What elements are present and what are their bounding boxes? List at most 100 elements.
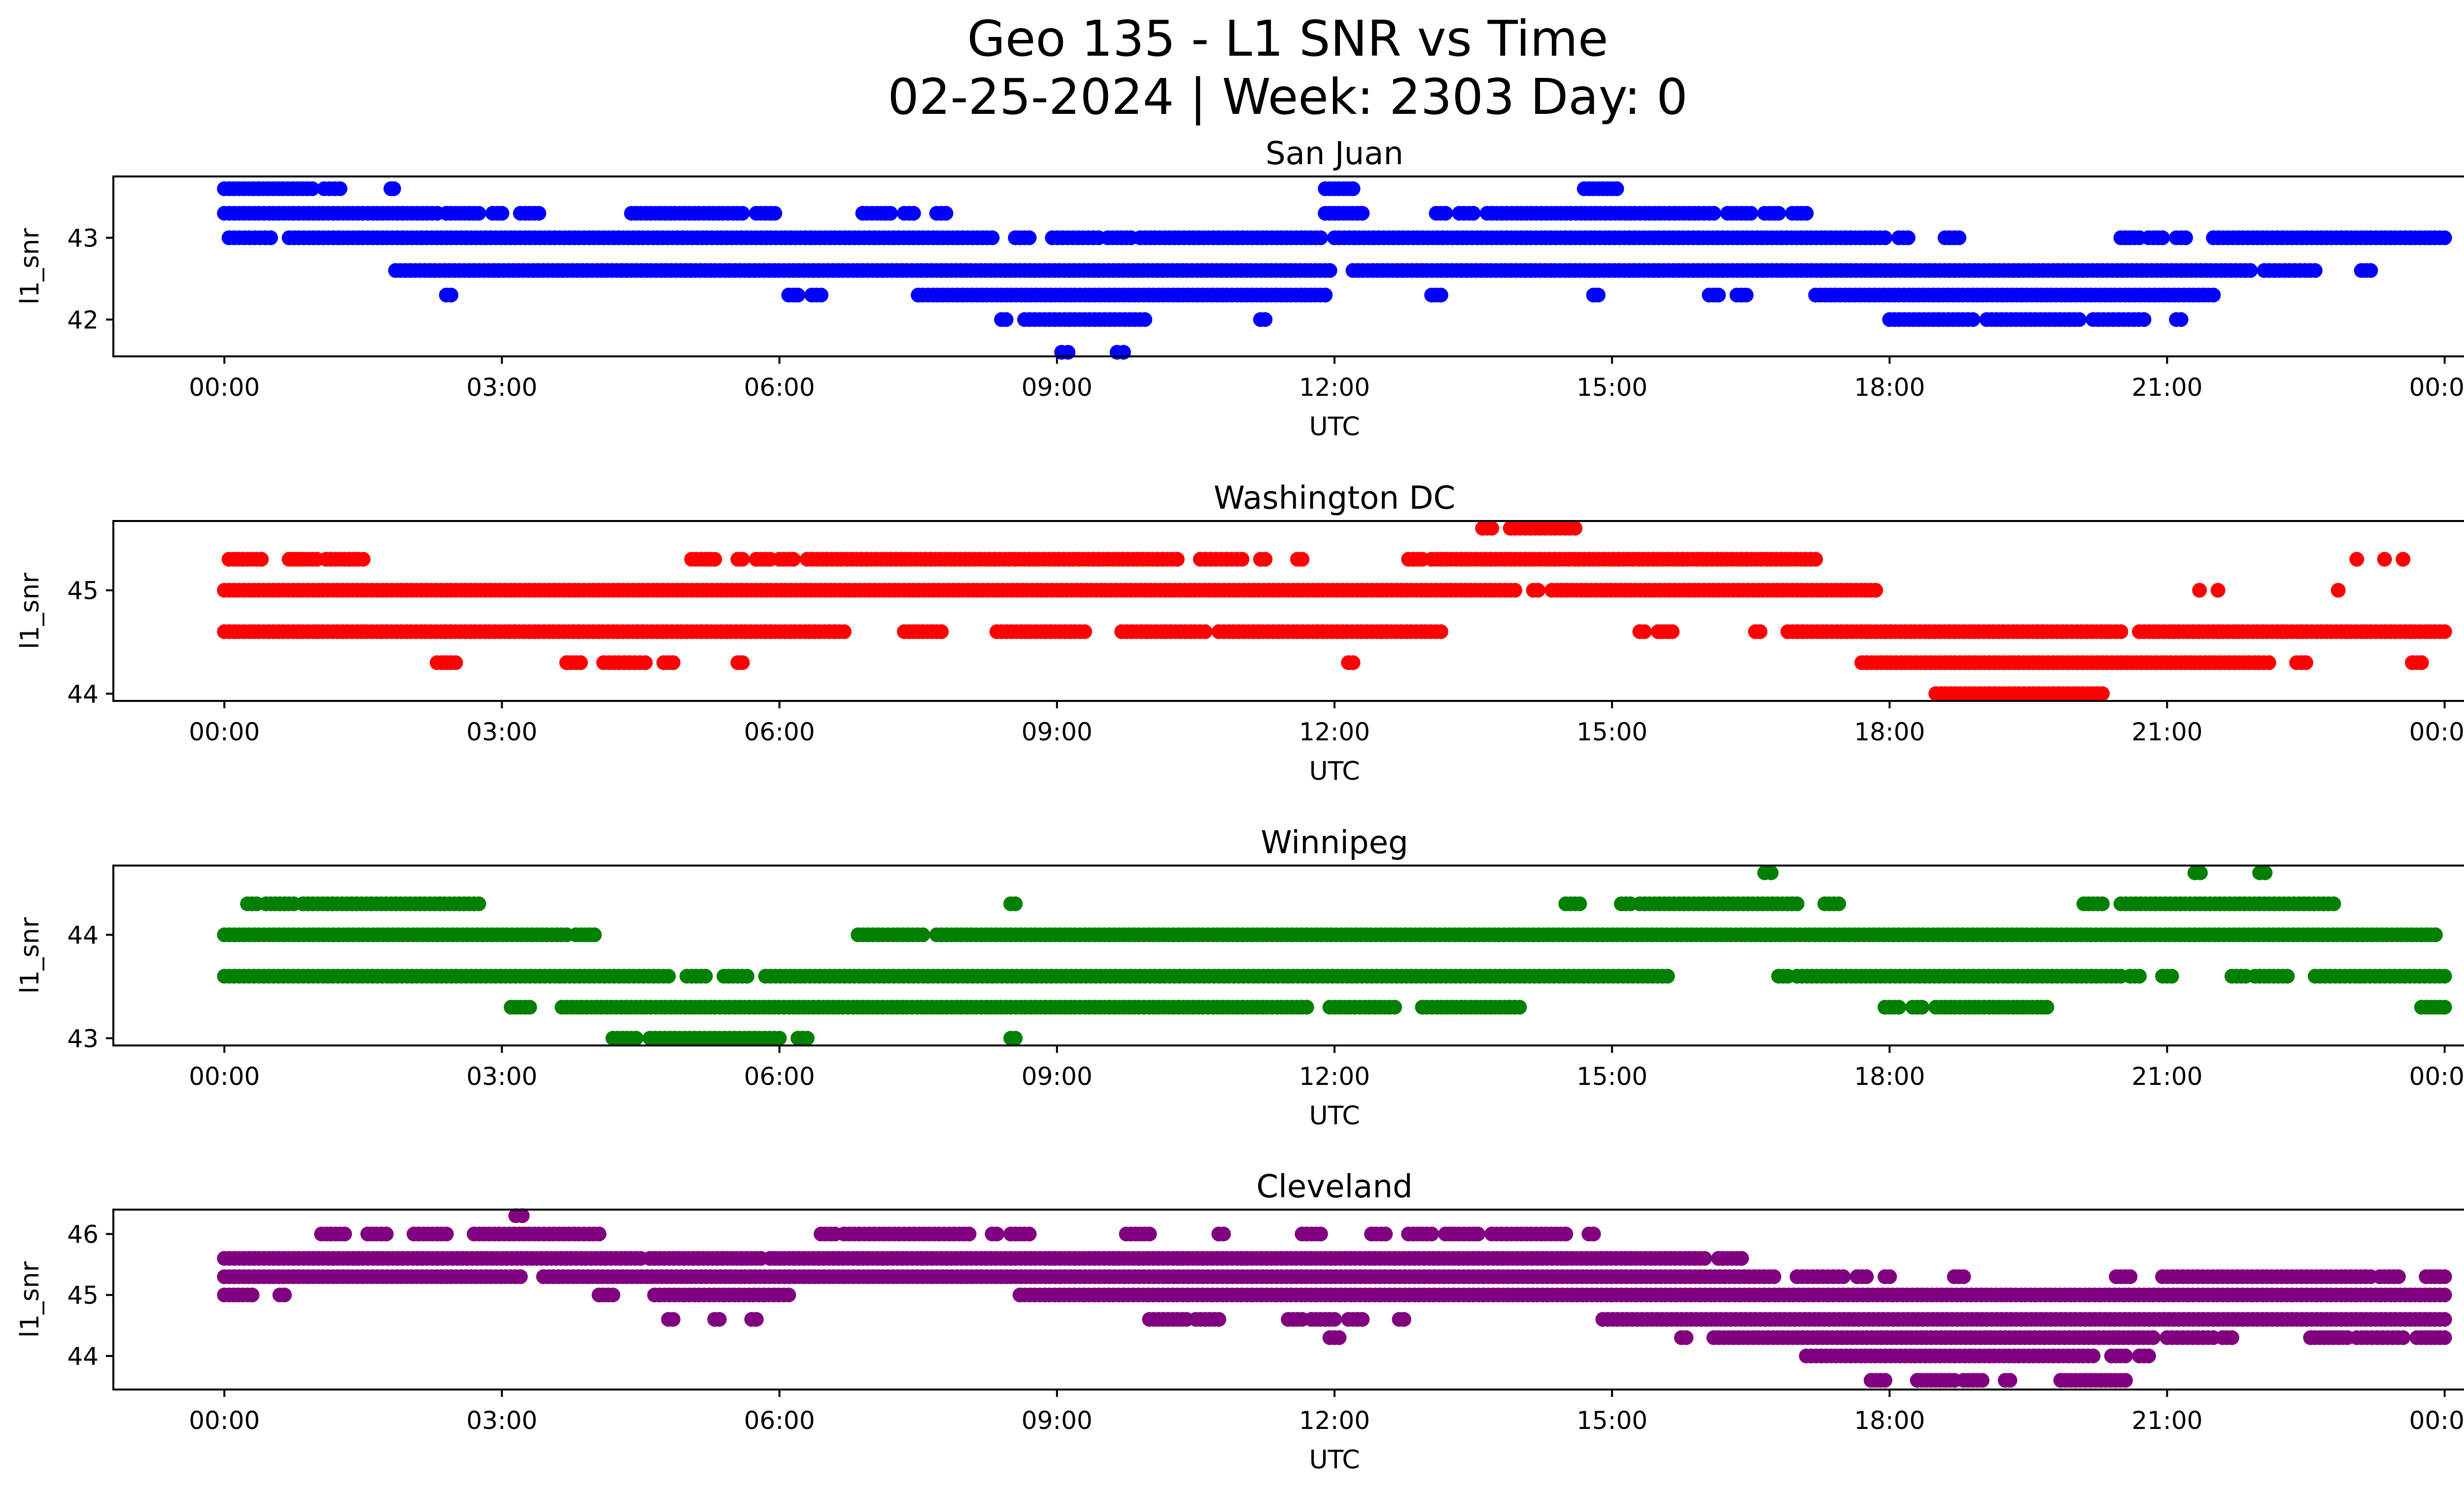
data-point bbox=[2428, 927, 2443, 942]
data-point bbox=[1022, 1226, 1037, 1242]
data-point bbox=[2280, 969, 2295, 984]
y-tick-label: 44 bbox=[67, 680, 99, 708]
data-point bbox=[355, 552, 371, 567]
data-point bbox=[386, 181, 401, 196]
x-tick-label: 12:00 bbox=[1299, 373, 1370, 402]
washington-dc-subplot-title: Washington DC bbox=[1214, 480, 1455, 517]
data-point bbox=[1387, 1000, 1402, 1015]
data-point bbox=[1077, 624, 1093, 639]
data-point bbox=[1808, 552, 1823, 567]
data-point bbox=[767, 206, 783, 221]
winnipeg-subplot-title: Winnipeg bbox=[1261, 825, 1408, 861]
data-point bbox=[1915, 1000, 1930, 1015]
x-tick-label: 09:00 bbox=[1022, 718, 1093, 746]
y-tick-label: 43 bbox=[67, 1024, 99, 1053]
data-point bbox=[2391, 1269, 2406, 1285]
washington-dc-axes-frame bbox=[112, 520, 2464, 702]
data-point bbox=[2396, 552, 2411, 567]
x-tick-label: 00:00 bbox=[2409, 718, 2464, 746]
data-point bbox=[707, 552, 722, 567]
data-point bbox=[439, 1226, 454, 1242]
data-point bbox=[1743, 206, 1758, 221]
data-point bbox=[2095, 686, 2110, 701]
data-point bbox=[1008, 896, 1023, 911]
x-tick-label: 09:00 bbox=[1022, 373, 1093, 402]
x-tick-label: 18:00 bbox=[1854, 1062, 1925, 1091]
data-point bbox=[2155, 230, 2170, 245]
data-point bbox=[1859, 1269, 1874, 1285]
data-point bbox=[2136, 312, 2152, 327]
data-point bbox=[1313, 230, 1328, 245]
data-point bbox=[1471, 1226, 1485, 1242]
x-tick-label: 21:00 bbox=[2131, 1062, 2202, 1091]
x-tick-label: 15:00 bbox=[1576, 718, 1647, 746]
data-point bbox=[1764, 865, 1779, 880]
data-point bbox=[2122, 1269, 2138, 1285]
data-point bbox=[1572, 896, 1587, 911]
data-point bbox=[1234, 552, 1250, 567]
data-point bbox=[2437, 969, 2452, 984]
data-point bbox=[1438, 206, 1453, 221]
data-point bbox=[2437, 230, 2452, 245]
data-point bbox=[883, 206, 898, 221]
x-tick-label: 00:00 bbox=[2409, 373, 2464, 402]
figure-title-line1: Geo 135 - L1 SNR vs Time bbox=[967, 10, 1608, 68]
data-point bbox=[837, 624, 852, 639]
data-point bbox=[2132, 969, 2147, 984]
data-point bbox=[790, 287, 806, 303]
san-juan-y-axis-label: l1_snr bbox=[15, 228, 45, 305]
y-tick-label: 45 bbox=[67, 577, 99, 605]
data-point bbox=[1591, 287, 1606, 303]
x-tick-label: 00:00 bbox=[189, 718, 260, 746]
data-point bbox=[1637, 624, 1652, 639]
washington-dc-y-axis-label: l1_snr bbox=[15, 572, 45, 649]
data-point bbox=[1789, 896, 1805, 911]
data-point bbox=[1831, 896, 1847, 911]
data-point bbox=[2113, 624, 2128, 639]
data-point bbox=[1711, 287, 1726, 303]
data-point bbox=[471, 896, 486, 911]
data-point bbox=[1322, 263, 1337, 278]
data-point bbox=[735, 655, 750, 670]
data-point bbox=[1116, 345, 1131, 360]
data-point bbox=[1665, 624, 1680, 639]
data-point bbox=[628, 1031, 644, 1046]
data-point bbox=[1318, 287, 1333, 303]
data-point bbox=[1868, 583, 1883, 598]
washington-dc-series bbox=[217, 521, 2452, 701]
data-point bbox=[1531, 583, 1545, 598]
data-point bbox=[735, 552, 750, 567]
data-point bbox=[906, 206, 921, 221]
data-point bbox=[814, 287, 829, 303]
data-point bbox=[244, 1287, 260, 1303]
data-point bbox=[2193, 865, 2208, 880]
data-point bbox=[2437, 1287, 2452, 1303]
data-point bbox=[1345, 181, 1361, 196]
data-point bbox=[1258, 552, 1273, 567]
figure-title: Geo 135 - L1 SNR vs Time 02-25-2024 | We… bbox=[0, 10, 2464, 126]
data-point bbox=[1355, 1312, 1370, 1327]
data-point bbox=[573, 655, 588, 670]
data-point bbox=[591, 1226, 607, 1242]
data-point bbox=[2307, 263, 2323, 278]
data-point bbox=[2298, 655, 2314, 670]
x-tick-label: 06:00 bbox=[744, 718, 815, 746]
data-point bbox=[277, 1287, 292, 1303]
data-point bbox=[1706, 206, 1721, 221]
data-point bbox=[2210, 583, 2225, 598]
data-point bbox=[998, 312, 1014, 327]
x-tick-label: 15:00 bbox=[1576, 1062, 1647, 1091]
data-point bbox=[735, 206, 750, 221]
data-point bbox=[2437, 1269, 2452, 1285]
data-point bbox=[1660, 969, 1675, 984]
x-tick-label: 00:00 bbox=[189, 373, 260, 402]
data-point bbox=[1299, 1000, 1314, 1015]
cleveland-subplot-title: Cleveland bbox=[1256, 1169, 1412, 1205]
data-point bbox=[1295, 552, 1310, 567]
winnipeg-axes-frame bbox=[112, 865, 2464, 1046]
data-point bbox=[531, 206, 547, 221]
winnipeg-y-axis-label: l1_snr bbox=[15, 917, 45, 994]
x-tick-label: 00:00 bbox=[189, 1062, 260, 1091]
data-point bbox=[263, 230, 278, 245]
